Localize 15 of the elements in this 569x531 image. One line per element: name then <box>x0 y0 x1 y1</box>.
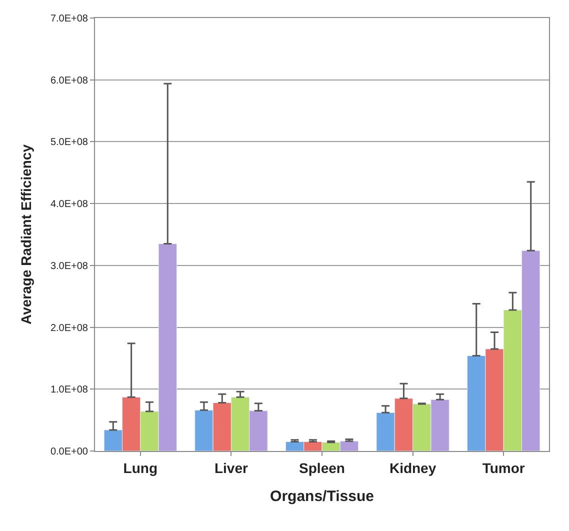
y-tick-label: 0.0E+00 <box>50 446 88 458</box>
y-tick-label: 3.0E+08 <box>50 260 88 272</box>
x-tick-label: Tumor <box>482 460 526 476</box>
y-tick-label: 4.0E+08 <box>50 199 88 210</box>
y-tick-label: 2.0E+08 <box>50 322 88 334</box>
x-tick-label: Lung <box>123 460 158 476</box>
y-tick-label: 5.0E+08 <box>50 137 88 148</box>
x-tick-label: Liver <box>214 460 248 476</box>
y-tick-label: 1.0E+08 <box>50 384 88 396</box>
y-axis-title: Average Radiant Efficiency <box>18 144 34 324</box>
y-tick-label: 6.0E+08 <box>50 75 88 86</box>
x-tick-label: Spleen <box>299 460 345 476</box>
x-axis-title: Organs/Tissue <box>270 488 374 505</box>
x-tick-label: Kidney <box>389 460 436 476</box>
y-tick-label: 7.0E+08 <box>50 14 88 24</box>
